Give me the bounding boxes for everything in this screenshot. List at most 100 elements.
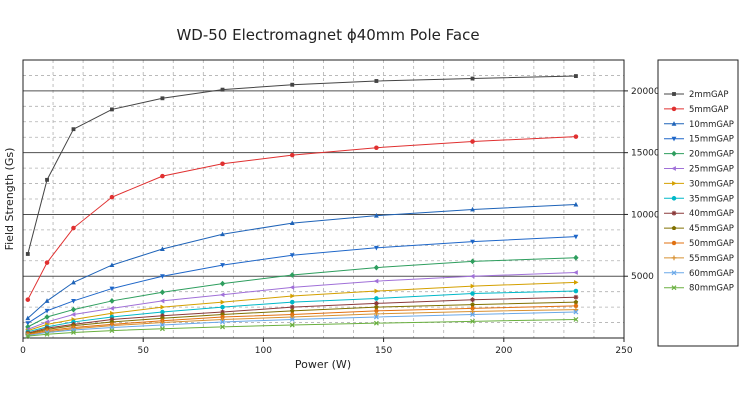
data-point	[220, 324, 225, 330]
data-point	[573, 234, 579, 240]
data-point	[470, 302, 475, 307]
data-point	[220, 314, 225, 320]
data-point	[25, 315, 31, 321]
series-line	[27, 305, 576, 335]
legend-entry: 45mmGAP	[664, 224, 734, 234]
data-point	[373, 311, 379, 317]
series-line	[27, 75, 576, 255]
data-point	[289, 304, 295, 310]
legend-swatch-marker	[671, 240, 677, 246]
data-point	[220, 304, 225, 310]
data-point	[289, 312, 295, 317]
data-point	[71, 299, 76, 304]
y-tick-label: 15000	[631, 149, 660, 159]
legend-swatch-marker	[671, 255, 677, 261]
data-point	[470, 206, 475, 212]
legend-entry: 50mmGAP	[664, 239, 734, 249]
plot-frame	[22, 59, 625, 339]
data-point	[373, 308, 379, 313]
data-point	[25, 252, 30, 256]
data-point	[44, 308, 50, 314]
legend-swatch-marker	[671, 196, 677, 201]
y-tick-label: 20000	[631, 87, 660, 97]
legend-swatch-marker	[671, 285, 677, 291]
y-tick-label: 5000	[631, 272, 654, 282]
legend-entry: 25mmGAP	[664, 165, 734, 175]
legend-label: 10mmGAP	[689, 120, 734, 130]
data-point	[220, 161, 225, 167]
data-point	[220, 319, 225, 325]
data-point	[159, 289, 166, 296]
series-50mmGAP	[25, 303, 579, 337]
data-point	[25, 333, 31, 339]
legend-label: 50mmGAP	[689, 239, 734, 249]
data-point	[44, 314, 50, 320]
data-point	[160, 274, 165, 279]
data-point	[290, 82, 295, 87]
data-point	[159, 322, 165, 328]
data-point	[289, 299, 295, 305]
legend-swatch-marker	[671, 136, 677, 142]
data-point	[219, 280, 226, 287]
legend-label: 80mmGAP	[689, 284, 734, 294]
data-point	[374, 288, 380, 294]
data-point	[289, 253, 295, 258]
data-point	[220, 317, 225, 322]
data-point	[373, 320, 379, 326]
data-point	[220, 309, 225, 315]
series-line	[27, 257, 576, 328]
series-line	[27, 281, 576, 332]
series-10mmGAP	[25, 201, 579, 321]
data-point	[290, 293, 295, 299]
data-point	[573, 307, 579, 312]
data-point	[109, 286, 115, 292]
data-point	[469, 258, 476, 265]
data-point	[470, 297, 475, 303]
x-tick-label: 50	[137, 346, 149, 356]
legend-entry: 10mmGAP	[664, 120, 734, 130]
data-point	[109, 262, 115, 268]
legend-swatch-marker	[671, 150, 677, 157]
data-point	[470, 318, 476, 324]
legend-entry: 60mmGAP	[664, 269, 734, 279]
data-point	[160, 320, 165, 325]
series-line	[27, 311, 576, 337]
data-point	[573, 294, 579, 300]
legend-swatch-marker	[671, 166, 676, 171]
data-point	[373, 314, 379, 320]
data-point	[160, 304, 166, 310]
legend-entry: 35mmGAP	[664, 194, 734, 204]
legend-label: 40mmGAP	[689, 209, 734, 219]
data-point	[25, 321, 31, 326]
data-point	[470, 239, 475, 245]
data-point	[470, 139, 475, 144]
data-point	[25, 297, 31, 302]
data-point	[289, 152, 295, 158]
data-point	[289, 220, 295, 226]
data-point	[71, 225, 76, 231]
data-point	[110, 310, 115, 316]
data-point	[374, 79, 379, 83]
data-point	[573, 317, 579, 322]
series-layer	[25, 74, 579, 339]
data-point	[470, 283, 476, 289]
data-point	[109, 328, 115, 334]
legend-swatch-marker	[671, 106, 677, 112]
data-point	[160, 309, 165, 315]
data-point	[110, 107, 114, 112]
data-point	[44, 260, 50, 265]
legend-swatch-marker	[672, 181, 677, 186]
legend-entry: 5mmGAP	[664, 105, 729, 115]
data-point	[573, 299, 579, 305]
data-point	[44, 331, 50, 337]
data-point	[374, 304, 379, 310]
series-20mmGAP	[25, 254, 579, 330]
legend-label: 15mmGAP	[689, 135, 734, 145]
series-25mmGAP	[25, 270, 578, 332]
legend-swatch-marker	[671, 270, 677, 276]
data-point	[573, 303, 579, 308]
legend-layer: 2mmGAP 5mmGAP 10mmGAP 15mmGAP 20mmGAP 25mmGAP…	[664, 90, 734, 294]
data-point	[373, 278, 379, 284]
data-point	[44, 319, 49, 325]
